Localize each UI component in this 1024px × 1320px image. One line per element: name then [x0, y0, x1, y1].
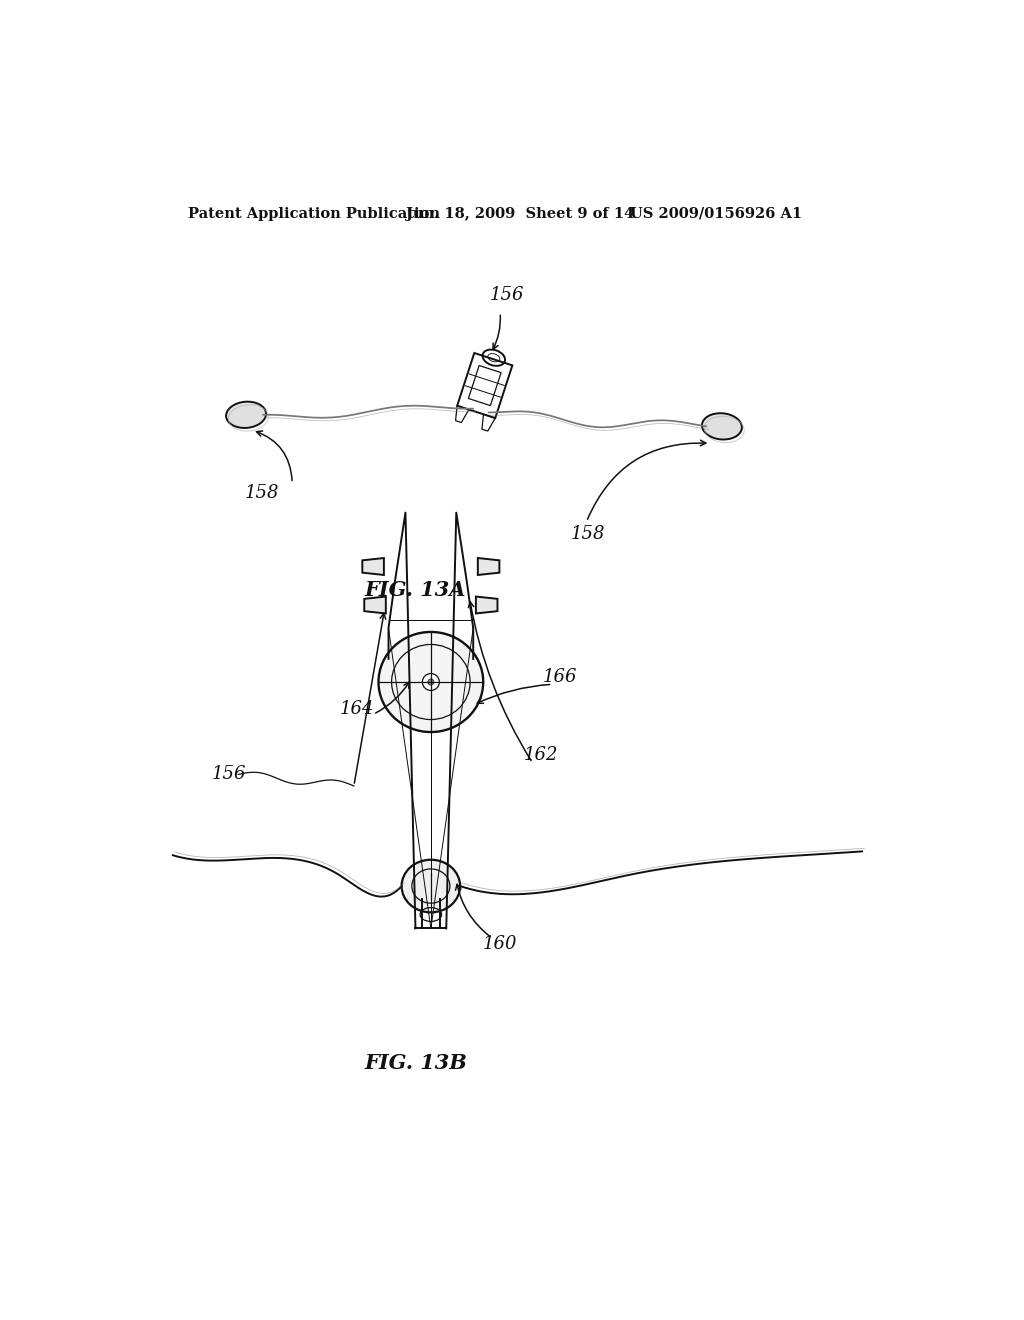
- Text: 158: 158: [571, 525, 605, 543]
- Polygon shape: [362, 558, 384, 576]
- Text: 160: 160: [483, 935, 518, 953]
- Text: 164: 164: [340, 700, 375, 718]
- Ellipse shape: [226, 401, 266, 428]
- Text: FIG. 13A: FIG. 13A: [365, 579, 466, 599]
- Polygon shape: [476, 597, 498, 614]
- Text: Jun. 18, 2009  Sheet 9 of 14: Jun. 18, 2009 Sheet 9 of 14: [407, 207, 635, 220]
- Text: 158: 158: [245, 484, 279, 503]
- Ellipse shape: [428, 678, 434, 685]
- Polygon shape: [365, 597, 386, 614]
- Polygon shape: [478, 558, 500, 576]
- Text: 166: 166: [543, 668, 577, 685]
- Ellipse shape: [422, 673, 439, 690]
- Text: US 2009/0156926 A1: US 2009/0156926 A1: [630, 207, 802, 220]
- Ellipse shape: [401, 859, 460, 912]
- Text: 156: 156: [211, 766, 246, 783]
- Text: 156: 156: [490, 286, 524, 305]
- Text: FIG. 13B: FIG. 13B: [364, 1053, 467, 1073]
- Text: 162: 162: [523, 746, 558, 764]
- Text: Patent Application Publication: Patent Application Publication: [188, 207, 440, 220]
- Ellipse shape: [379, 632, 483, 733]
- Ellipse shape: [701, 413, 742, 440]
